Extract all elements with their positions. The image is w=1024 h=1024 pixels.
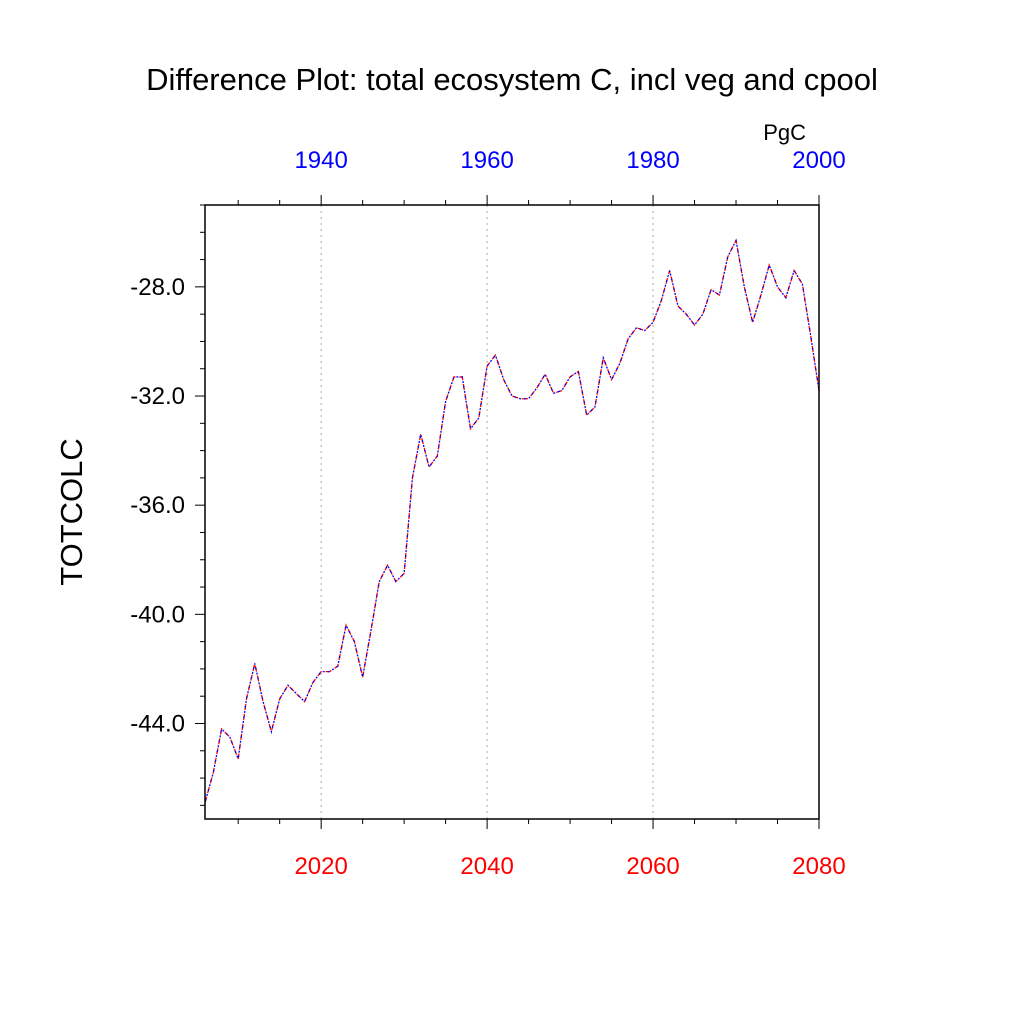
top-tick-label-1960: 1960 xyxy=(460,147,513,174)
bottom-tick-label-2060: 2060 xyxy=(626,853,679,880)
y-tick-label-2: -36.0 xyxy=(130,492,185,519)
series-line-red xyxy=(204,238,820,803)
y-tick-label-1: -40.0 xyxy=(130,601,185,628)
data-series xyxy=(204,238,820,803)
units-label: PgC xyxy=(763,120,806,145)
y-axis-label: TOTCOLC xyxy=(54,438,89,586)
plot-frame xyxy=(204,204,820,820)
y-tick-label-4: -28.0 xyxy=(130,274,185,301)
top-tick-label-1940: 1940 xyxy=(294,147,347,174)
top-tick-label-1980: 1980 xyxy=(626,147,679,174)
tick-labels: 2020 2040 2060 2080 1940 1960 1980 2000 -44.0 -40… xyxy=(130,147,845,880)
bottom-tick-label-2020: 2020 xyxy=(294,853,347,880)
y-tick-label-0: -44.0 xyxy=(130,710,185,737)
series-line-blue xyxy=(204,238,820,803)
chart-title: Difference Plot: total ecosystem C, incl… xyxy=(146,62,878,97)
bottom-tick-label-2080: 2080 xyxy=(792,853,845,880)
y-tick-label-3: -32.0 xyxy=(130,383,185,410)
tick-marks xyxy=(195,195,820,829)
top-tick-label-2000: 2000 xyxy=(792,147,845,174)
bottom-tick-label-2040: 2040 xyxy=(460,853,513,880)
gridlines xyxy=(320,205,654,819)
